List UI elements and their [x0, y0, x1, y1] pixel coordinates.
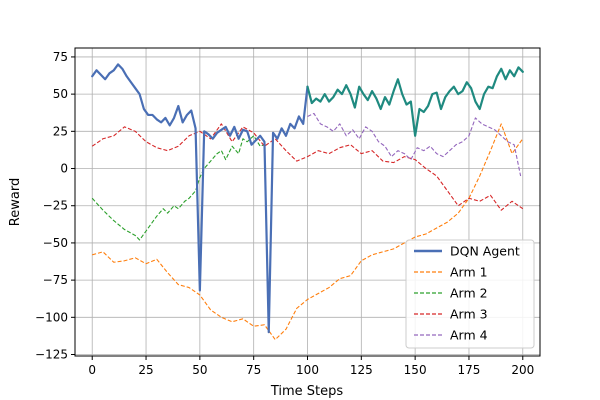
y-ticks: −125 −100 −75 −50 −25 0 25 50 75: [35, 50, 75, 362]
legend: DQN Agent Arm 1 Arm 2 Arm 3 Arm 4: [405, 239, 535, 349]
x-ticks: 0 25 50 75 100 125 150 175 200: [88, 356, 534, 377]
y-tick-label: −100: [35, 310, 68, 324]
y-tick-label: 75: [53, 50, 68, 64]
legend-label-arm-3: Arm 3: [450, 307, 488, 322]
x-axis-label: Time Steps: [270, 384, 344, 399]
y-tick-label: −50: [43, 236, 68, 250]
y-tick-label: 0: [60, 162, 68, 176]
y-tick-label: −75: [43, 273, 68, 287]
x-tick-label: 75: [246, 363, 261, 377]
y-axis-label: Reward: [8, 178, 23, 226]
x-tick-label: 100: [296, 363, 319, 377]
y-tick-label: 25: [53, 124, 68, 138]
series-line-arm-3: [91, 123, 524, 211]
series-line-dqn-agent: [91, 63, 309, 334]
x-tick-label: 175: [458, 363, 481, 377]
legend-label-arm-4: Arm 4: [450, 328, 488, 343]
legend-label-arm-1: Arm 1: [450, 265, 488, 280]
y-tick-label: 50: [53, 87, 68, 101]
y-tick-label: −125: [35, 348, 68, 362]
x-tick-label: 25: [138, 363, 153, 377]
x-tick-label: 125: [350, 363, 373, 377]
legend-label-dqn-agent: DQN Agent: [450, 244, 520, 259]
y-tick-label: −25: [43, 199, 68, 213]
x-tick-label: 150: [404, 363, 427, 377]
x-tick-label: 50: [192, 363, 207, 377]
series-layer: [91, 63, 524, 341]
series-line-arm-2: [91, 135, 265, 241]
legend-box: [405, 239, 535, 349]
series-line-arm-1: [92, 123, 524, 341]
x-tick-label: 0: [88, 363, 96, 377]
series-line-dqn-agent: [306, 66, 524, 137]
series-line-arm-4: [307, 112, 522, 177]
x-tick-label: 200: [511, 363, 534, 377]
legend-label-arm-2: Arm 2: [450, 286, 488, 301]
